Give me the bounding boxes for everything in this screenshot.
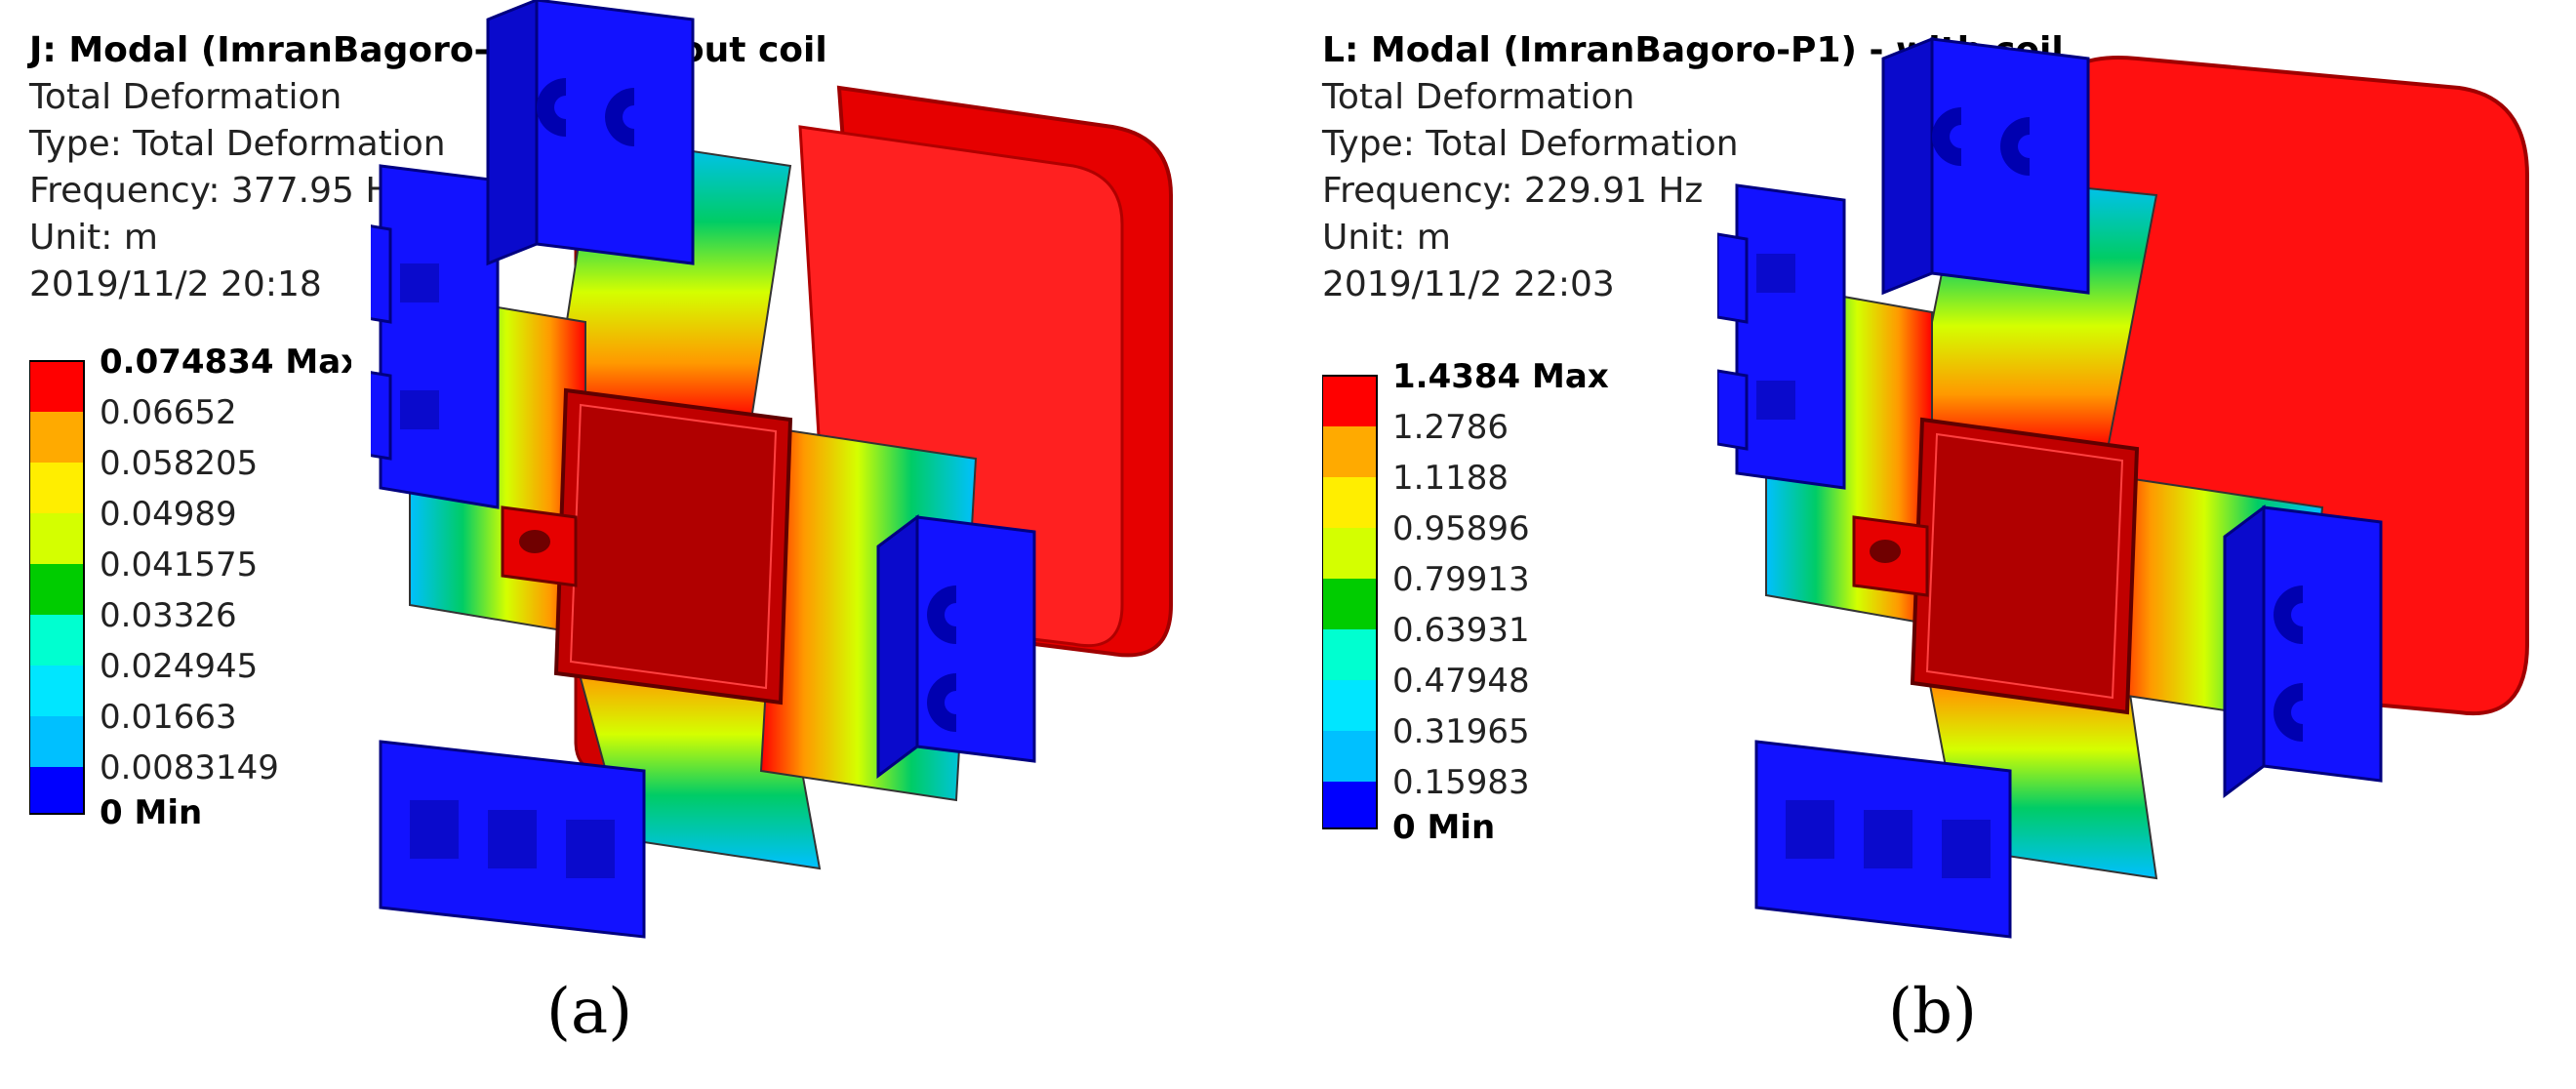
result-frequency: Frequency: 229.91 Hz	[1322, 171, 1704, 211]
legend-label: 0 Min	[100, 793, 202, 829]
result-timestamp: 2019/11/2 20:18	[29, 264, 322, 304]
legend-label: 0.01663	[100, 698, 237, 737]
result-type: Type: Total Deformation	[29, 124, 446, 164]
panel-caption: (a)	[546, 976, 633, 1048]
legend-label: 0.074834 Max	[100, 343, 351, 382]
fem-model	[359, 0, 1210, 960]
fem-model	[1715, 0, 2556, 960]
legend-label: 0.0083149	[100, 748, 279, 787]
legend-label: 0.47948	[1392, 662, 1530, 701]
legend-label: 0.04989	[100, 495, 237, 534]
legend-label: 0.15983	[1392, 763, 1530, 802]
result-type: Type: Total Deformation	[1322, 124, 1739, 164]
legend-label: 0.79913	[1392, 560, 1530, 599]
panel-without-coil: J: Modal (ImranBagoro-P1) - without coil…	[29, 0, 1210, 1048]
legend-label: 1.4384 Max	[1392, 357, 1609, 396]
legend-label: 0.058205	[100, 444, 258, 483]
legend-label: 0.024945	[100, 647, 258, 686]
deformation-legend: 1.4384 Max 1.2786 1.1188 0.95896 0.79913…	[1322, 356, 1644, 844]
legend-label: 0 Min	[1392, 808, 1495, 844]
deformation-legend: 0.074834 Max 0.06652 0.058205 0.04989 0.…	[29, 342, 351, 829]
legend-label: 0.31965	[1392, 712, 1530, 751]
legend-label: 0.63931	[1392, 611, 1530, 650]
legend-label: 0.03326	[100, 596, 237, 635]
legend-label: 1.1188	[1392, 459, 1509, 498]
result-timestamp: 2019/11/2 22:03	[1322, 264, 1615, 304]
legend-swatches	[29, 360, 85, 815]
result-label: Total Deformation	[29, 77, 342, 117]
legend-swatches	[1322, 375, 1378, 829]
result-unit: Unit: m	[29, 218, 158, 258]
result-unit: Unit: m	[1322, 218, 1451, 258]
legend-label: 0.06652	[100, 393, 237, 432]
legend-label: 0.95896	[1392, 509, 1530, 548]
legend-label: 1.2786	[1392, 408, 1509, 447]
panel-with-coil: L: Modal (ImranBagoro-P1) - with coil To…	[1288, 0, 2576, 1089]
legend-label: 0.041575	[100, 545, 258, 585]
result-frequency: Frequency: 377.95 Hz	[29, 171, 411, 211]
result-label: Total Deformation	[1322, 77, 1635, 117]
panel-caption: (b)	[1888, 976, 1977, 1048]
